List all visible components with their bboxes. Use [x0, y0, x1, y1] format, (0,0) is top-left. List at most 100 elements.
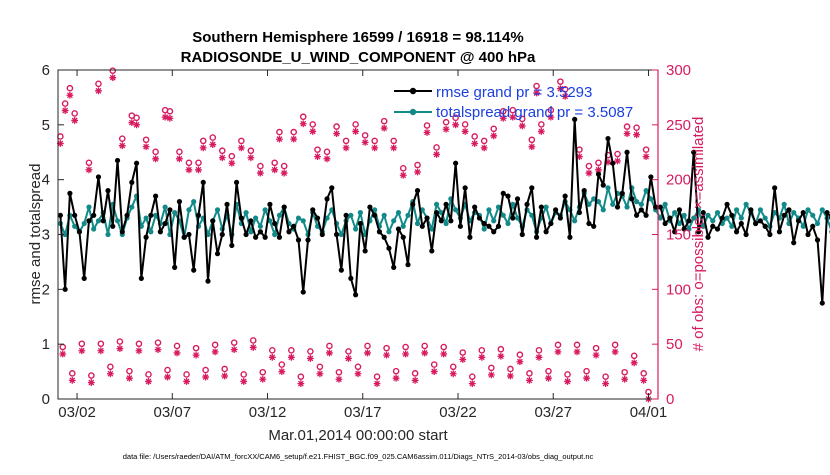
obs-count-point-upper	[152, 148, 160, 163]
totalspread-point	[600, 207, 606, 213]
rmse-point	[453, 160, 459, 166]
obs-assimilated-marker	[306, 355, 314, 362]
totalspread-point	[729, 223, 735, 229]
obs-possible-marker	[333, 123, 340, 130]
y-tick-label-right: 50	[666, 336, 683, 353]
obs-count-point-upper	[390, 137, 398, 152]
rmse-point	[648, 174, 654, 180]
obs-count-point-upper	[585, 162, 593, 177]
obs-count-point-lower	[468, 373, 476, 388]
rmse-point	[495, 223, 502, 229]
totalspread-point	[481, 226, 487, 232]
obs-possible-marker	[499, 107, 507, 115]
obs-possible-marker	[545, 367, 552, 375]
rmse-point	[243, 231, 249, 238]
totalspread-point	[276, 212, 283, 218]
obs-possible-marker	[452, 114, 459, 122]
rmse-point	[538, 204, 544, 210]
x-tick-label: 03/22	[439, 404, 477, 421]
rmse-point	[57, 212, 63, 218]
obs-count-point-lower	[402, 343, 410, 358]
rmse-point	[214, 251, 221, 257]
obs-assimilated-marker	[430, 368, 438, 375]
obs-count-point-lower	[135, 340, 143, 355]
totalspread-point	[453, 207, 459, 213]
rmse-point	[586, 220, 592, 227]
obs-possible-marker	[95, 80, 102, 88]
obs-assimilated-marker	[230, 346, 238, 354]
obs-possible-marker	[209, 134, 217, 141]
rmse-point	[738, 220, 744, 227]
obs-assimilated-marker	[173, 349, 181, 357]
rmse-point	[733, 229, 740, 235]
obs-assimilated-marker	[354, 370, 362, 378]
totalspread-point	[143, 215, 149, 221]
obs-possible-marker	[402, 343, 409, 351]
obs-assimilated-marker	[290, 135, 298, 143]
rmse-point	[110, 223, 116, 229]
rmse-point	[100, 218, 106, 224]
obs-assimilated-marker	[528, 143, 536, 151]
obs-assimilated-marker	[399, 171, 407, 179]
totalspread-point	[714, 209, 721, 216]
obs-possible-marker	[126, 367, 133, 375]
obs-count-point-upper	[218, 147, 226, 162]
obs-possible-marker	[118, 135, 126, 142]
totalspread-point	[114, 218, 121, 224]
obs-assimilated-marker	[268, 353, 276, 361]
obs-assimilated-marker	[287, 353, 295, 361]
legend: rmse grand pr = 3.5293 totalspread grand…	[394, 84, 633, 121]
obs-count-point-lower	[497, 345, 505, 360]
obs-assimilated-marker	[604, 158, 612, 166]
obs-count-point-lower	[345, 348, 352, 362]
obs-count-point-upper	[256, 162, 264, 177]
rmse-point	[433, 209, 440, 216]
obs-possible-marker	[490, 125, 498, 133]
rmse-point	[405, 262, 411, 268]
obs-assimilated-marker	[68, 376, 76, 384]
obs-assimilated-marker	[142, 143, 150, 151]
obs-possible-marker	[468, 373, 476, 380]
obs-count-point-upper	[633, 124, 640, 139]
obs-count-point-upper	[361, 132, 369, 146]
obs-possible-marker	[602, 373, 609, 380]
rmse-point	[281, 204, 287, 210]
y-tick-label-left: 1	[42, 336, 50, 353]
obs-possible-marker	[68, 370, 76, 377]
obs-count-point-lower	[316, 363, 324, 378]
totalspread-point	[691, 215, 697, 221]
rmse-point	[419, 223, 425, 229]
obs-possible-marker	[373, 373, 381, 380]
obs-possible-marker	[166, 107, 174, 115]
totalspread-point	[738, 215, 744, 221]
obs-assimilated-marker	[202, 373, 210, 381]
obs-assimilated-marker	[364, 349, 371, 357]
obs-count-point-upper	[118, 135, 126, 150]
rmse-point	[719, 215, 725, 221]
y-tick-label-right: 250	[666, 117, 691, 134]
obs-count-point-upper	[290, 128, 298, 143]
totalspread-point	[805, 207, 811, 213]
totalspread-point	[353, 226, 359, 232]
obs-assimilated-marker	[87, 379, 95, 386]
obs-possible-marker	[211, 341, 219, 349]
y-tick-label-right: 300	[666, 62, 691, 79]
obs-assimilated-marker	[154, 346, 162, 354]
obs-possible-marker	[145, 371, 152, 378]
x-tick-label: 03/27	[534, 404, 572, 421]
obs-count-point-upper	[71, 110, 79, 124]
obs-possible-marker	[290, 128, 298, 136]
totalspread-point	[491, 218, 497, 224]
obs-count-point-upper	[133, 114, 140, 129]
obs-count-point-upper	[109, 67, 117, 82]
obs-assimilated-marker	[256, 169, 264, 177]
rmse-point	[395, 226, 402, 232]
rmse-point	[714, 226, 721, 232]
totalspread-point	[681, 212, 687, 218]
chart-title-line2: RADIOSONDE_U_WIND_COMPONENT @ 400 hPa	[181, 49, 536, 66]
obs-possible-marker	[390, 137, 398, 145]
rmse-point	[729, 212, 735, 218]
totalspread-point	[338, 231, 344, 238]
obs-assimilated-marker	[314, 153, 321, 161]
totalspread-point	[248, 229, 254, 235]
